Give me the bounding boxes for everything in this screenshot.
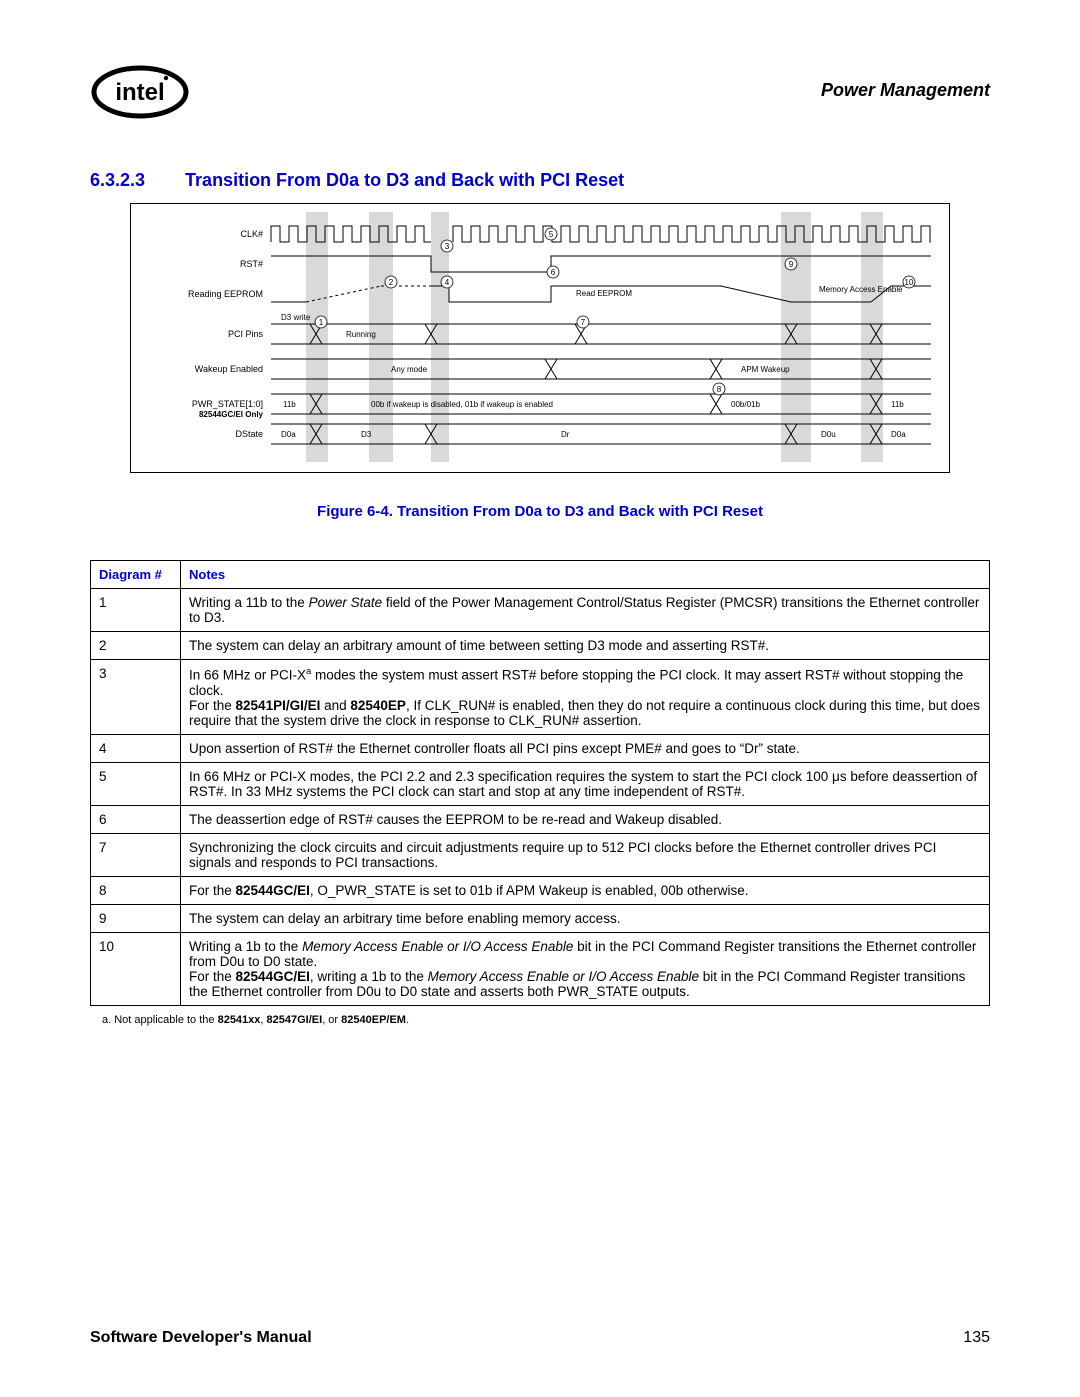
notes-cell: The deassertion edge of RST# causes the … bbox=[181, 805, 990, 833]
svg-text:3: 3 bbox=[445, 242, 450, 251]
svg-text:2: 2 bbox=[389, 278, 394, 287]
svg-text:Dr: Dr bbox=[561, 430, 570, 439]
section-number: 6.3.2.3 bbox=[90, 170, 145, 191]
notes-table: Diagram # Notes 1Writing a 11b to the Po… bbox=[90, 560, 990, 1006]
section-title: Transition From D0a to D3 and Back with … bbox=[185, 170, 624, 191]
footer-manual-title: Software Developer's Manual bbox=[90, 1329, 312, 1347]
svg-text:6: 6 bbox=[551, 268, 556, 277]
diagram-num-cell: 2 bbox=[91, 632, 181, 660]
svg-text:D0a: D0a bbox=[891, 430, 906, 439]
table-row: 1Writing a 11b to the Power State field … bbox=[91, 589, 990, 632]
diagram-num-cell: 9 bbox=[91, 904, 181, 932]
svg-text:11b: 11b bbox=[891, 400, 904, 409]
svg-text:11b: 11b bbox=[283, 400, 296, 409]
notes-cell: In 66 MHz or PCI-Xa modes the system mus… bbox=[181, 660, 990, 735]
col-diagram-num: Diagram # bbox=[91, 561, 181, 589]
col-notes: Notes bbox=[181, 561, 990, 589]
svg-text:intel: intel bbox=[115, 79, 164, 106]
svg-text:CLK#: CLK# bbox=[240, 229, 263, 239]
svg-text:Memory Access Enable: Memory Access Enable bbox=[819, 285, 903, 294]
diagram-num-cell: 6 bbox=[91, 805, 181, 833]
notes-cell: Upon assertion of RST# the Ethernet cont… bbox=[181, 734, 990, 762]
svg-text:82544GC/EI Only: 82544GC/EI Only bbox=[199, 410, 264, 419]
table-row: 9The system can delay an arbitrary time … bbox=[91, 904, 990, 932]
table-row: 2The system can delay an arbitrary amoun… bbox=[91, 632, 990, 660]
diagram-num-cell: 7 bbox=[91, 833, 181, 876]
svg-text:4: 4 bbox=[445, 278, 450, 287]
page-header: intel Power Management bbox=[90, 60, 990, 120]
diagram-num-cell: 8 bbox=[91, 876, 181, 904]
intel-logo: intel bbox=[90, 60, 190, 120]
diagram-num-cell: 3 bbox=[91, 660, 181, 735]
svg-text:D3: D3 bbox=[361, 430, 372, 439]
svg-text:Wakeup Enabled: Wakeup Enabled bbox=[195, 364, 263, 374]
svg-text:7: 7 bbox=[581, 318, 586, 327]
diagram-num-cell: 4 bbox=[91, 734, 181, 762]
figure-caption: Figure 6-4. Transition From D0a to D3 an… bbox=[90, 503, 990, 520]
svg-text:D0u: D0u bbox=[821, 430, 836, 439]
table-row: 3In 66 MHz or PCI-Xa modes the system mu… bbox=[91, 660, 990, 735]
table-row: 5In 66 MHz or PCI-X modes, the PCI 2.2 a… bbox=[91, 762, 990, 805]
svg-text:RST#: RST# bbox=[240, 259, 263, 269]
svg-text:Reading EEPROM: Reading EEPROM bbox=[188, 289, 263, 299]
svg-text:Read EEPROM: Read EEPROM bbox=[576, 289, 632, 298]
diagram-num-cell: 1 bbox=[91, 589, 181, 632]
diagram-num-cell: 10 bbox=[91, 932, 181, 1005]
timing-diagram: CLK# RST# Reading EEPROM PCI Pins Wakeup Ena… bbox=[130, 203, 950, 473]
svg-text:D0a: D0a bbox=[281, 430, 296, 439]
svg-text:1: 1 bbox=[319, 318, 324, 327]
table-row: 10Writing a 1b to the Memory Access Enab… bbox=[91, 932, 990, 1005]
notes-cell: For the 82544GC/EI, O_PWR_STATE is set t… bbox=[181, 876, 990, 904]
svg-text:Running: Running bbox=[346, 330, 376, 339]
table-row: 6The deassertion edge of RST# causes the… bbox=[91, 805, 990, 833]
svg-text:00b if wakeup is disabled, 01b: 00b if wakeup is disabled, 01b if wakeup… bbox=[371, 400, 553, 409]
chapter-title: Power Management bbox=[821, 80, 990, 101]
svg-text:PCI Pins: PCI Pins bbox=[228, 329, 264, 339]
svg-text:9: 9 bbox=[789, 260, 794, 269]
svg-text:00b/01b: 00b/01b bbox=[731, 400, 760, 409]
notes-cell: Synchronizing the clock circuits and cir… bbox=[181, 833, 990, 876]
section-heading: 6.3.2.3 Transition From D0a to D3 and Ba… bbox=[90, 170, 990, 191]
svg-text:DState: DState bbox=[235, 429, 263, 439]
svg-text:D3 write: D3 write bbox=[281, 313, 311, 322]
table-row: 4Upon assertion of RST# the Ethernet con… bbox=[91, 734, 990, 762]
notes-cell: Writing a 1b to the Memory Access Enable… bbox=[181, 932, 990, 1005]
page-number: 135 bbox=[963, 1329, 990, 1347]
page-footer: Software Developer's Manual 135 bbox=[90, 1329, 990, 1347]
notes-cell: The system can delay an arbitrary time b… bbox=[181, 904, 990, 932]
notes-cell: The system can delay an arbitrary amount… bbox=[181, 632, 990, 660]
notes-cell: In 66 MHz or PCI-X modes, the PCI 2.2 an… bbox=[181, 762, 990, 805]
svg-text:5: 5 bbox=[549, 230, 554, 239]
notes-cell: Writing a 11b to the Power State field o… bbox=[181, 589, 990, 632]
svg-text:APM Wakeup: APM Wakeup bbox=[741, 365, 790, 374]
svg-text:Any mode: Any mode bbox=[391, 365, 428, 374]
table-row: 7Synchronizing the clock circuits and ci… bbox=[91, 833, 990, 876]
footnote: a. Not applicable to the 82541xx, 82547G… bbox=[90, 1014, 990, 1026]
svg-text:PWR_STATE[1:0]: PWR_STATE[1:0] bbox=[192, 399, 263, 409]
diagram-num-cell: 5 bbox=[91, 762, 181, 805]
svg-text:10: 10 bbox=[905, 278, 914, 287]
svg-text:8: 8 bbox=[717, 385, 722, 394]
table-row: 8For the 82544GC/EI, O_PWR_STATE is set … bbox=[91, 876, 990, 904]
